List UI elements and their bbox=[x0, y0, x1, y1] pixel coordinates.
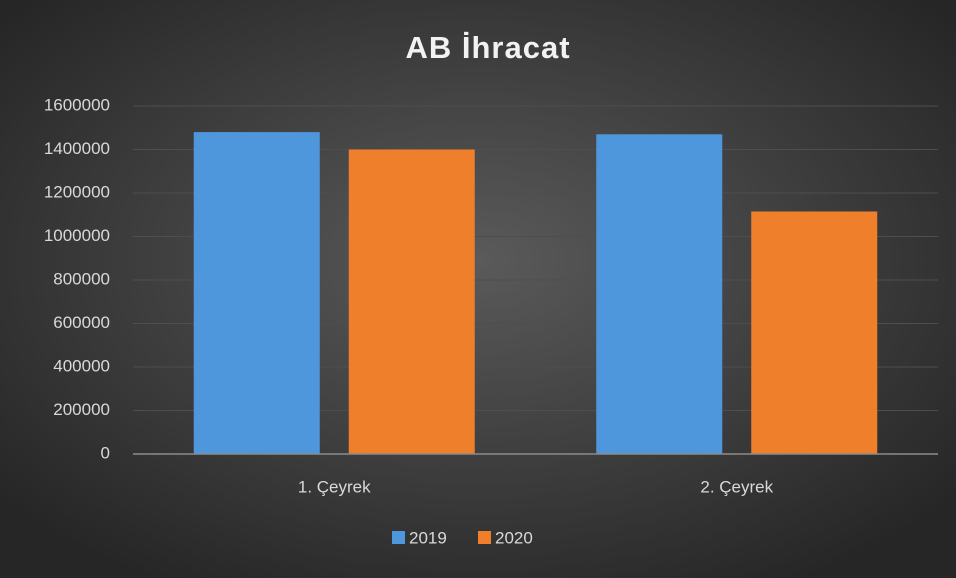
y-tick-label: 400000 bbox=[53, 356, 110, 375]
chart-title: AB İhracat bbox=[405, 30, 570, 65]
y-tick-label: 1400000 bbox=[44, 139, 110, 158]
y-tick-label: 800000 bbox=[53, 269, 110, 288]
legend-swatch bbox=[478, 531, 491, 544]
bar bbox=[193, 132, 320, 454]
y-tick-label: 200000 bbox=[53, 400, 110, 419]
x-tick-label: 1. Çeyrek bbox=[298, 477, 371, 496]
legend-label: 2019 bbox=[409, 528, 447, 547]
bar bbox=[348, 149, 475, 454]
bar bbox=[751, 211, 878, 454]
y-tick-label: 0 bbox=[101, 443, 110, 462]
legend-label: 2020 bbox=[495, 528, 533, 547]
x-tick-label: 2. Çeyrek bbox=[700, 477, 773, 496]
legend-swatch bbox=[392, 531, 405, 544]
y-tick-label: 1000000 bbox=[44, 226, 110, 245]
bar bbox=[596, 134, 723, 454]
y-tick-label: 1200000 bbox=[44, 182, 110, 201]
y-tick-label: 600000 bbox=[53, 313, 110, 332]
y-tick-label: 1600000 bbox=[44, 95, 110, 114]
